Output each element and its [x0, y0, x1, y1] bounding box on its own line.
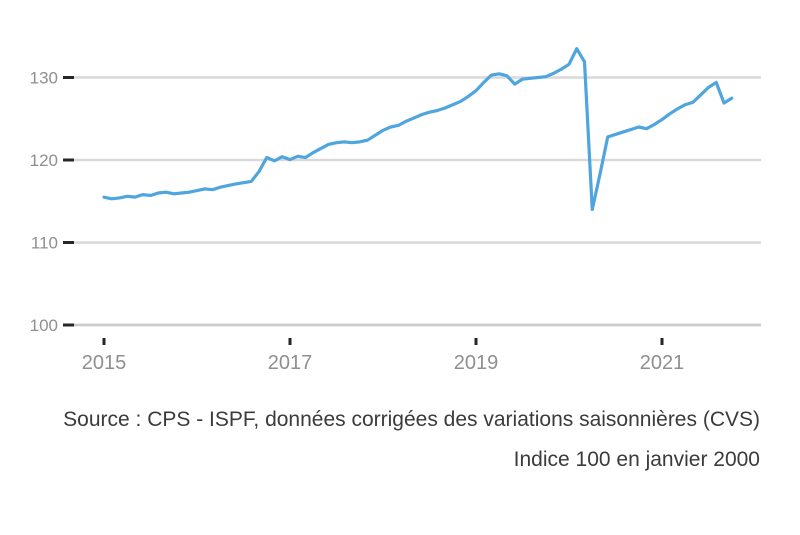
base-index-note: Indice 100 en janvier 2000 — [513, 448, 760, 471]
x-tick-mark — [660, 338, 664, 345]
y-tick-mark — [63, 241, 74, 244]
x-axis: 2015 2017 2019 2021 — [82, 338, 685, 374]
y-tick-label: 100 — [30, 316, 58, 335]
y-tick-mark — [63, 323, 74, 327]
y-tick-mark — [63, 158, 74, 162]
x-tick-label: 2017 — [268, 352, 313, 374]
y-tick-mark — [63, 76, 74, 79]
y-tick-label: 130 — [30, 68, 58, 87]
y-tick-label: 110 — [31, 233, 58, 252]
x-tick-mark — [288, 338, 292, 345]
line-chart: 130 120 110 100 2015 2017 2019 2021 — [30, 47, 761, 374]
x-tick-label: 2021 — [640, 352, 685, 374]
y-tick-label: 120 — [30, 151, 58, 170]
source-text: Source : CPS - ISPF, données corrigées d… — [63, 408, 760, 431]
y-axis: 130 120 110 100 — [30, 68, 74, 335]
x-tick-label: 2015 — [82, 352, 127, 374]
index-line — [102, 47, 734, 212]
x-tick-label: 2019 — [454, 352, 499, 374]
x-tick-mark — [102, 338, 106, 345]
gridlines — [73, 76, 761, 327]
x-tick-mark — [474, 338, 478, 345]
